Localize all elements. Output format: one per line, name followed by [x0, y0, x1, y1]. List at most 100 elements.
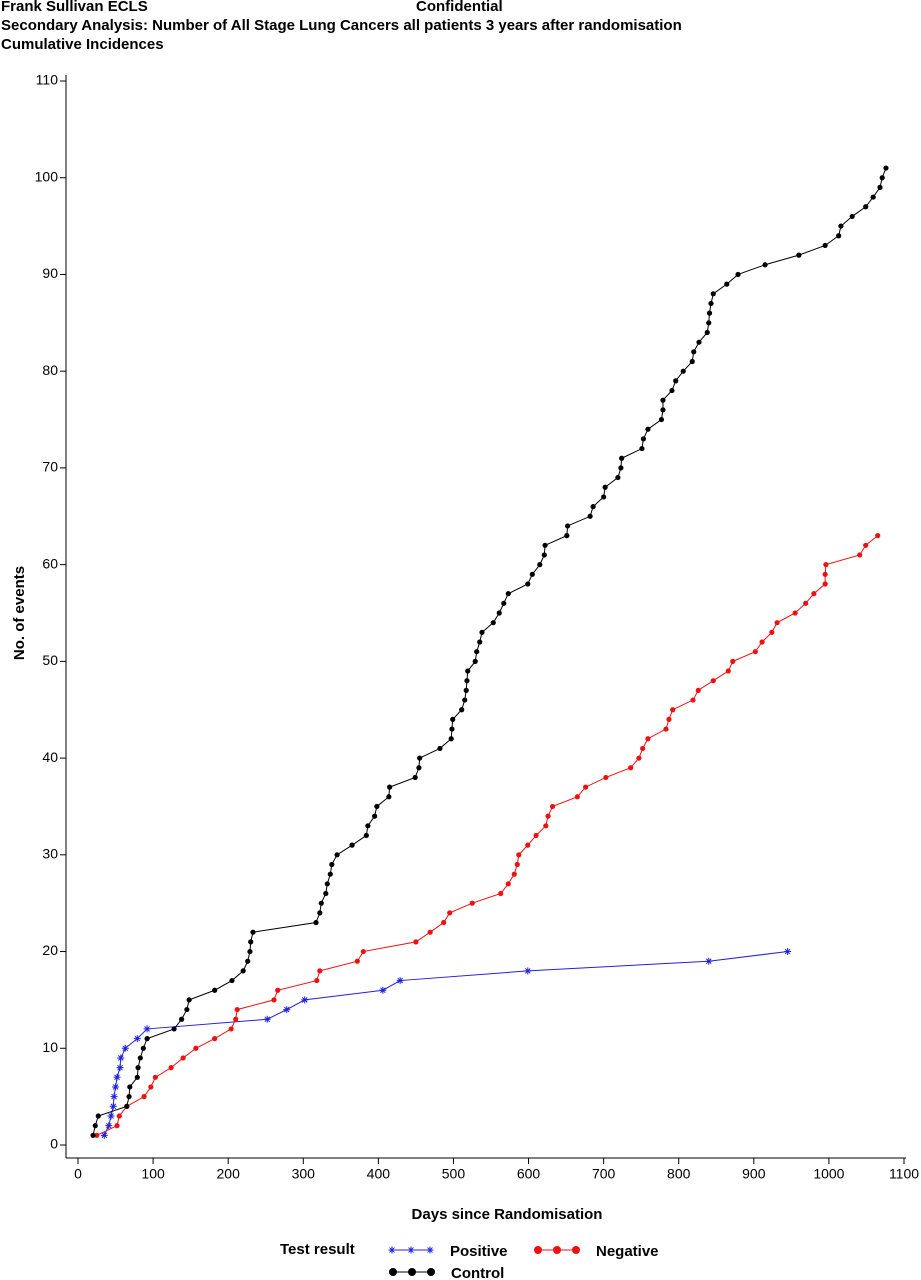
data-point: [762, 262, 768, 268]
data-point: [704, 329, 710, 336]
x-tick-label: 1100: [889, 1166, 919, 1182]
x-tick-label: 600: [517, 1166, 541, 1182]
data-point: [541, 552, 547, 558]
data-point: [875, 533, 881, 539]
data-point: [666, 716, 672, 723]
legend-marker: [408, 1268, 416, 1276]
data-point: [127, 1084, 133, 1090]
data-point: [168, 1065, 174, 1071]
data-point: [618, 465, 624, 471]
data-point: [448, 736, 454, 742]
data-point: [542, 542, 548, 548]
data-point: [879, 175, 885, 181]
data-point: [796, 252, 802, 258]
data-point: [838, 223, 844, 229]
y-tick-label: 100: [35, 168, 59, 184]
y-tick-label: 90: [42, 265, 58, 281]
data-point: [670, 707, 676, 713]
data-point: [673, 378, 679, 384]
legend-marker: [427, 1268, 435, 1276]
data-point: [121, 1044, 129, 1052]
data-point: [863, 204, 869, 210]
data-point: [645, 426, 651, 432]
data-point: [124, 1103, 130, 1109]
data-point: [811, 591, 817, 597]
data-point: [660, 397, 666, 403]
x-tick-label: 300: [292, 1166, 316, 1182]
data-point: [477, 639, 483, 645]
data-point: [710, 678, 716, 684]
data-point: [313, 919, 319, 926]
data-point: [574, 794, 580, 800]
y-tick-label: 0: [50, 1136, 58, 1152]
data-point: [706, 310, 713, 316]
data-point: [247, 948, 253, 955]
data-point: [416, 765, 422, 771]
data-point: [449, 726, 455, 732]
data-point: [116, 1113, 122, 1119]
data-point: [329, 861, 335, 868]
y-tick-label: 60: [42, 555, 58, 571]
series-line: [103, 951, 788, 1136]
data-point: [412, 774, 418, 781]
data-point: [658, 416, 665, 423]
data-point: [234, 1006, 240, 1013]
data-point: [148, 1084, 154, 1090]
x-tick-label: 1000: [813, 1166, 844, 1182]
data-point: [450, 716, 456, 723]
data-point: [877, 184, 883, 190]
data-point: [396, 977, 404, 985]
header-subtitle-2: Cumulative Incidences: [1, 36, 164, 53]
data-point: [545, 813, 551, 819]
data-point: [437, 745, 443, 752]
series-line: [96, 535, 879, 1136]
data-point: [792, 610, 798, 616]
data-point: [462, 697, 468, 703]
data-point: [511, 871, 517, 877]
data-point: [690, 697, 696, 703]
header-center: Confidential: [416, 0, 503, 15]
data-point: [849, 213, 855, 220]
y-tick-label: 40: [42, 749, 58, 765]
data-point: [152, 1074, 158, 1080]
y-tick-label: 70: [42, 459, 58, 475]
data-point: [184, 1006, 190, 1013]
x-tick-label: 500: [442, 1166, 466, 1182]
data-point: [525, 842, 531, 848]
x-axis-label: Days since Randomisation: [412, 1206, 603, 1223]
data-point: [691, 349, 697, 355]
data-point: [386, 794, 392, 800]
data-point: [774, 620, 780, 626]
data-point: [248, 939, 254, 945]
data-point: [863, 542, 869, 548]
data-point: [193, 1045, 199, 1051]
data-point: [105, 1122, 113, 1130]
data-point: [472, 658, 478, 664]
data-point: [271, 997, 277, 1003]
data-point: [602, 484, 608, 490]
data-point: [628, 765, 634, 771]
data-point: [171, 1026, 177, 1032]
data-point: [354, 958, 360, 964]
data-point: [822, 571, 828, 577]
data-point: [696, 339, 702, 345]
data-point: [114, 1123, 120, 1129]
data-point: [318, 900, 324, 906]
data-point: [660, 407, 666, 413]
data-point: [710, 291, 716, 297]
data-point: [334, 852, 340, 858]
data-point: [533, 832, 539, 839]
data-point: [263, 1015, 271, 1023]
data-point: [301, 996, 309, 1004]
data-point: [474, 649, 480, 655]
data-point: [564, 533, 570, 539]
data-point: [590, 504, 596, 510]
data-point: [543, 823, 549, 829]
data-point: [117, 1054, 125, 1062]
data-point: [640, 436, 647, 442]
data-point: [95, 1113, 101, 1119]
data-point: [137, 1055, 143, 1061]
data-point: [245, 958, 251, 964]
data-point: [669, 387, 675, 394]
data-point: [186, 997, 192, 1003]
